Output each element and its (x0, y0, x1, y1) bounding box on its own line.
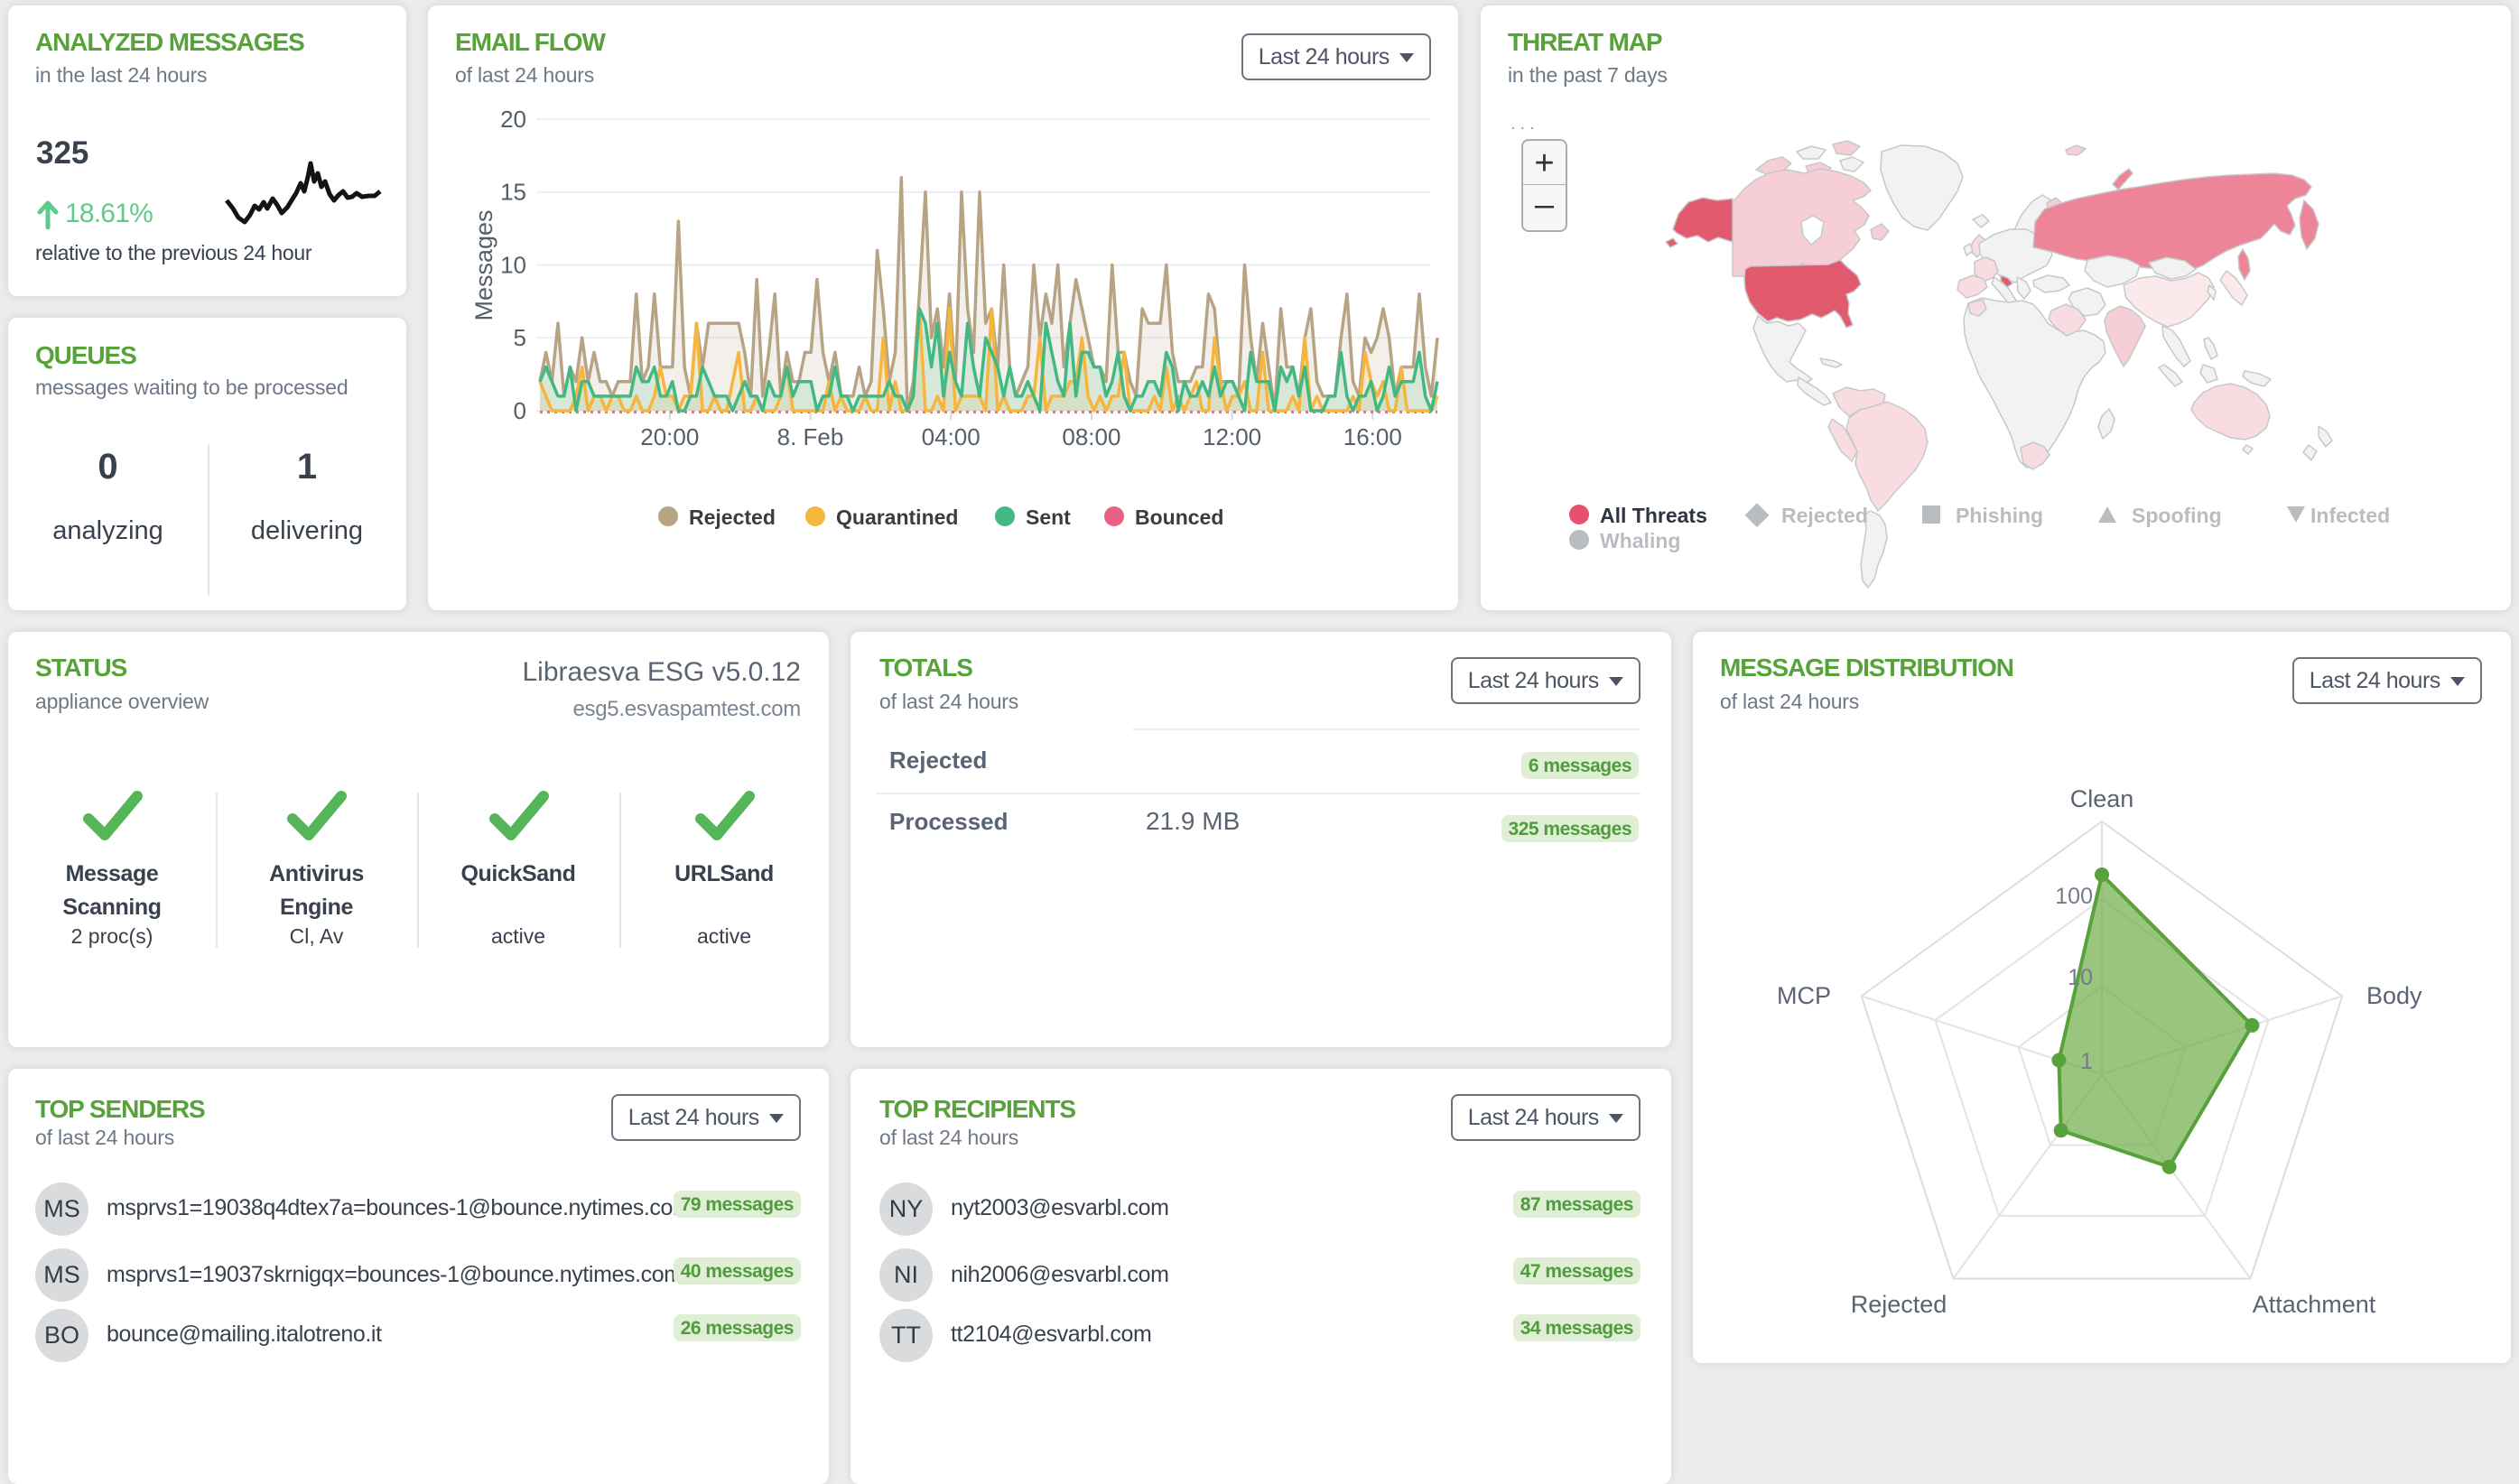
svg-text:8. Feb: 8. Feb (777, 423, 844, 450)
svg-text:Phishing: Phishing (1956, 504, 2043, 527)
svg-text:MCP: MCP (1777, 982, 1831, 1009)
svg-text:Rejected: Rejected (1851, 1291, 1947, 1318)
svg-text:Clean: Clean (2070, 785, 2134, 812)
svg-text:04:00: 04:00 (922, 423, 981, 450)
svg-text:15: 15 (500, 179, 526, 206)
svg-text:08:00: 08:00 (1062, 423, 1120, 450)
svg-text:Infected: Infected (2310, 504, 2390, 527)
svg-text:20:00: 20:00 (640, 423, 699, 450)
svg-text:Rejected: Rejected (1781, 504, 1868, 527)
svg-text:20: 20 (500, 106, 526, 133)
svg-text:12:00: 12:00 (1203, 423, 1261, 450)
svg-text:Bounced: Bounced (1135, 505, 1223, 529)
svg-text:All Threats: All Threats (1600, 504, 1707, 527)
svg-text:Quarantined: Quarantined (836, 505, 958, 529)
svg-text:0: 0 (514, 397, 526, 424)
svg-text:100: 100 (2055, 884, 2093, 909)
svg-text:5: 5 (514, 324, 526, 351)
svg-text:16:00: 16:00 (1343, 423, 1402, 450)
svg-text:Whaling: Whaling (1600, 529, 1680, 552)
svg-text:Body: Body (2366, 982, 2422, 1009)
svg-text:Spoofing: Spoofing (2132, 504, 2222, 527)
svg-text:Rejected: Rejected (689, 505, 776, 529)
svg-text:Sent: Sent (1026, 505, 1071, 529)
svg-text:Messages: Messages (470, 209, 497, 320)
svg-text:Attachment: Attachment (2253, 1291, 2376, 1318)
svg-text:1: 1 (2080, 1049, 2093, 1074)
svg-text:10: 10 (2068, 965, 2093, 990)
svg-text:10: 10 (500, 252, 526, 279)
